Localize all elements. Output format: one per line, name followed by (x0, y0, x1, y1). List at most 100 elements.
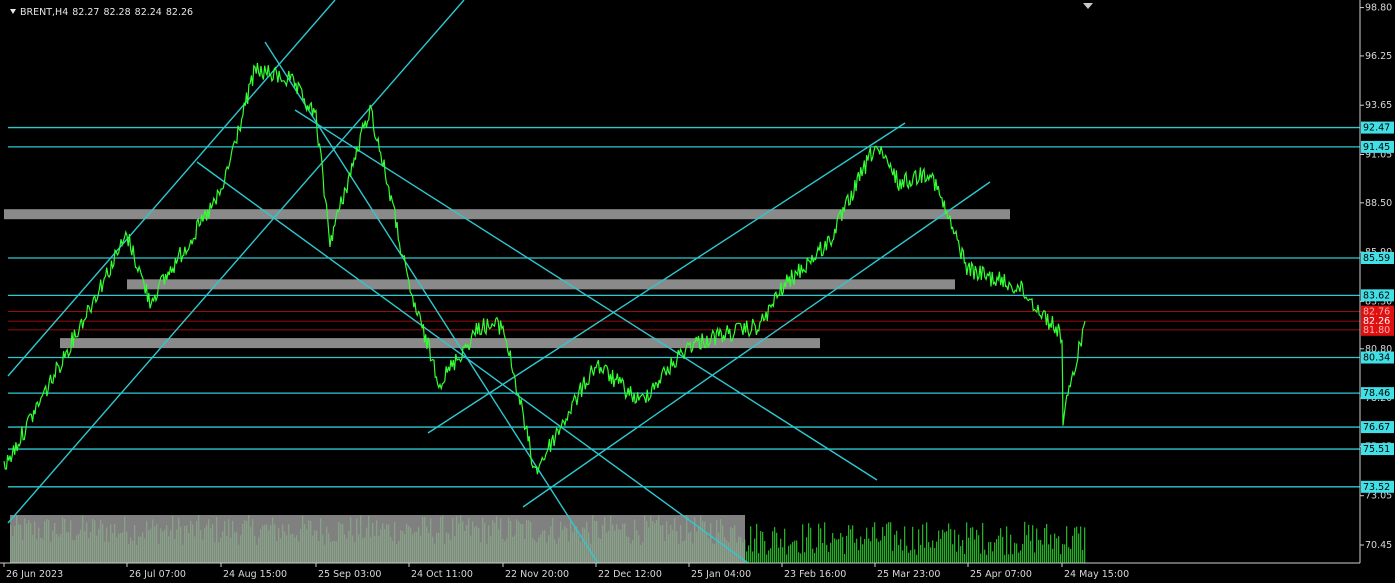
volume-bar (1022, 543, 1024, 563)
volume-bar (830, 542, 832, 563)
volume-bar (790, 544, 792, 563)
volume-bar (914, 549, 916, 563)
volume-bar (1036, 528, 1038, 563)
volume-bar (946, 531, 948, 563)
volume-bar (1040, 540, 1042, 563)
price-axis-label: 83.30 (1365, 296, 1392, 307)
time-axis-label: 25 Jan 04:00 (691, 569, 751, 580)
volume-bar (936, 541, 938, 563)
volume-bar (1006, 526, 1008, 563)
volume-bar (778, 547, 780, 563)
volume-bar (858, 550, 860, 563)
level-label-box (1361, 351, 1394, 364)
price-zone-3[interactable] (60, 338, 820, 349)
volume-bar (912, 526, 914, 563)
volume-bar (1010, 534, 1012, 563)
price-axis-label: 70.45 (1365, 540, 1392, 551)
volume-bar (1074, 527, 1076, 563)
volume-bar (1076, 526, 1078, 563)
volume-bar (1018, 552, 1020, 563)
volume-bar (990, 541, 992, 563)
volume-bar (896, 530, 898, 563)
volume-bar (994, 542, 996, 563)
price-zone-2[interactable] (127, 279, 955, 290)
trend-line-2[interactable] (7, 0, 465, 524)
volume-bar (822, 542, 824, 563)
volume-bar (804, 552, 806, 563)
volume-bar (780, 538, 782, 563)
volume-bar (1052, 548, 1054, 563)
volume-bar (1054, 533, 1056, 563)
current-price-label: 81.80 (1363, 325, 1390, 336)
level-label-box (1361, 421, 1394, 434)
volume-bar (1070, 548, 1072, 563)
volume-bar (1014, 542, 1016, 563)
time-axis-label: 22 Dec 12:00 (598, 569, 662, 580)
price-axis-label: 88.50 (1365, 198, 1392, 209)
volume-bar (1020, 550, 1022, 563)
volume-bar (964, 553, 966, 563)
volume-bar (972, 527, 974, 563)
chart-shift-triangle-icon[interactable] (1083, 3, 1093, 9)
volume-bar (784, 528, 786, 563)
close-value: 82.26 (165, 7, 194, 18)
trend-line-3[interactable] (264, 41, 599, 564)
volume-bar (840, 533, 842, 563)
current-price-label-box (1361, 305, 1394, 318)
volume-bar (854, 542, 856, 563)
volume-bar (944, 532, 946, 563)
volume-bar (1050, 534, 1052, 563)
trend-line-6[interactable] (427, 122, 906, 434)
trend-line-1[interactable] (7, 0, 336, 377)
volume-bar (1062, 544, 1064, 563)
volume-bar (880, 540, 882, 563)
time-axis-label: 26 Jun 2023 (6, 569, 63, 580)
high-value: 82.28 (103, 7, 131, 18)
volume-bar (758, 553, 760, 563)
level-label-80-34: 80.34 (1363, 353, 1390, 364)
volume-bar (794, 540, 796, 563)
volume-bar (802, 524, 804, 563)
volume-bar (788, 545, 790, 563)
volume-bar (886, 523, 888, 563)
volume-bar (902, 550, 904, 563)
volume-bar (1030, 540, 1032, 563)
volume-bar (842, 536, 844, 563)
price-line[interactable] (3, 62, 1086, 475)
low-value: 82.24 (134, 7, 162, 18)
level-label-box (1361, 480, 1394, 493)
volume-bar (766, 554, 768, 563)
volume-bar (926, 522, 928, 563)
volume-bar (1072, 535, 1074, 563)
volume-bar (866, 527, 868, 563)
dropdown-triangle-icon[interactable] (10, 9, 16, 14)
volume-bar (1064, 544, 1066, 563)
volume-bar (798, 552, 800, 563)
trend-line-5[interactable] (294, 109, 878, 481)
volume-bar (922, 524, 924, 563)
price-axis-label: 98.80 (1365, 3, 1392, 14)
volume-bar (928, 542, 930, 563)
volume-bar (884, 536, 886, 563)
trend-line-4[interactable] (196, 161, 749, 564)
price-axis-label: 73.05 (1365, 491, 1392, 502)
volume-bar (996, 539, 998, 563)
volume-bar (988, 542, 990, 563)
volume-bar (992, 551, 994, 563)
volume-zone (10, 515, 745, 563)
price-zone-1[interactable] (4, 209, 1010, 220)
volume-bar (756, 523, 758, 563)
volume-bar (1058, 536, 1060, 563)
trend-line-7[interactable] (522, 181, 991, 508)
time-axis-label: 25 Sep 03:00 (318, 569, 381, 580)
volume-bar (1002, 536, 1004, 563)
level-label-box (1361, 443, 1394, 456)
volume-bar (1034, 552, 1036, 563)
volume-bar (960, 546, 962, 563)
volume-bar (1008, 554, 1010, 563)
volume-bar (846, 535, 848, 563)
volume-bar (916, 554, 918, 563)
volume-bar (978, 535, 980, 563)
